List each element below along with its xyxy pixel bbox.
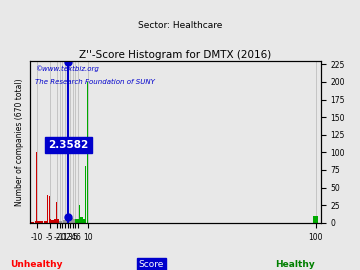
- Bar: [79, 205, 80, 223]
- Bar: [37, 221, 39, 223]
- Text: Unhealthy: Unhealthy: [10, 260, 62, 269]
- Bar: [49, 196, 50, 223]
- Text: Healthy: Healthy: [275, 260, 315, 269]
- Bar: [46, 221, 47, 223]
- Bar: [56, 202, 57, 223]
- Bar: [66, 219, 67, 223]
- Text: ©www.textbiz.org: ©www.textbiz.org: [35, 66, 99, 72]
- Text: Score: Score: [139, 260, 164, 269]
- Bar: [45, 221, 46, 223]
- Bar: [68, 217, 69, 223]
- Bar: [316, 216, 318, 223]
- Bar: [30, 222, 32, 223]
- Bar: [74, 218, 75, 223]
- Bar: [73, 218, 74, 223]
- Bar: [313, 216, 316, 223]
- Bar: [76, 219, 78, 223]
- Bar: [53, 220, 54, 223]
- Bar: [61, 221, 62, 223]
- Bar: [32, 222, 35, 223]
- Bar: [65, 219, 66, 223]
- Bar: [39, 221, 40, 223]
- Bar: [35, 221, 36, 223]
- Bar: [48, 195, 49, 223]
- Bar: [83, 218, 85, 223]
- Bar: [51, 220, 52, 223]
- Bar: [44, 221, 45, 223]
- Bar: [54, 219, 55, 223]
- Bar: [75, 219, 76, 223]
- Bar: [59, 221, 60, 223]
- Bar: [41, 221, 42, 223]
- Bar: [63, 220, 64, 223]
- Bar: [58, 219, 59, 223]
- Bar: [71, 218, 73, 223]
- Bar: [80, 217, 82, 223]
- Bar: [87, 82, 88, 223]
- Text: The Research Foundation of SUNY: The Research Foundation of SUNY: [35, 79, 155, 85]
- Bar: [60, 221, 61, 223]
- Text: Sector: Healthcare: Sector: Healthcare: [138, 21, 222, 30]
- Text: 2.3582: 2.3582: [48, 140, 89, 150]
- Bar: [85, 167, 86, 223]
- Bar: [40, 221, 41, 223]
- Bar: [70, 218, 71, 223]
- Bar: [36, 152, 37, 223]
- Bar: [78, 219, 79, 223]
- Title: Z''-Score Histogram for DMTX (2016): Z''-Score Histogram for DMTX (2016): [79, 50, 271, 60]
- Bar: [69, 217, 70, 223]
- Bar: [50, 219, 51, 223]
- Bar: [55, 219, 56, 223]
- Bar: [42, 221, 44, 223]
- Bar: [64, 220, 65, 223]
- Y-axis label: Number of companies (670 total): Number of companies (670 total): [15, 78, 24, 206]
